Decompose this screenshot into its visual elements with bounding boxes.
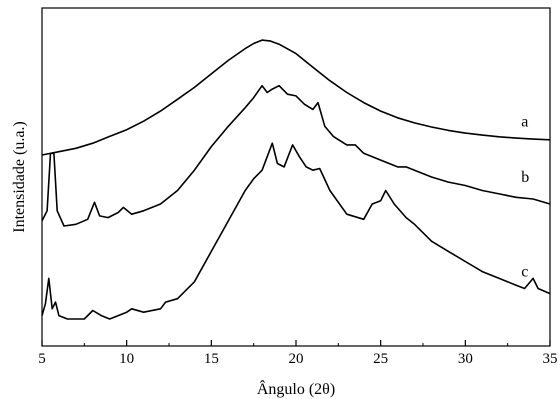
curve-labels: a b c <box>521 113 529 280</box>
curve-label-b: b <box>521 169 529 186</box>
curve-label-a: a <box>521 113 528 130</box>
x-tick-label: 35 <box>543 351 558 367</box>
x-axis-title: Ângulo (2θ) <box>257 379 335 398</box>
series-line-c <box>41 142 551 320</box>
x-axis-ticks: 5 10 15 20 25 30 35 <box>38 340 558 367</box>
series-line-a <box>41 39 551 156</box>
series-line-b <box>41 84 551 227</box>
series-group <box>41 39 551 320</box>
x-tick-label: 25 <box>373 351 388 367</box>
plot-frame <box>41 7 551 347</box>
x-tick-label: 10 <box>119 351 134 367</box>
y-axis-title: Intensidade (u.a.) <box>11 121 28 233</box>
x-tick-label: 30 <box>458 351 473 367</box>
curve-label-c: c <box>521 264 528 281</box>
x-tick-label: 15 <box>204 351 219 367</box>
x-tick-label: 5 <box>38 351 46 367</box>
x-tick-label: 20 <box>289 351 304 367</box>
